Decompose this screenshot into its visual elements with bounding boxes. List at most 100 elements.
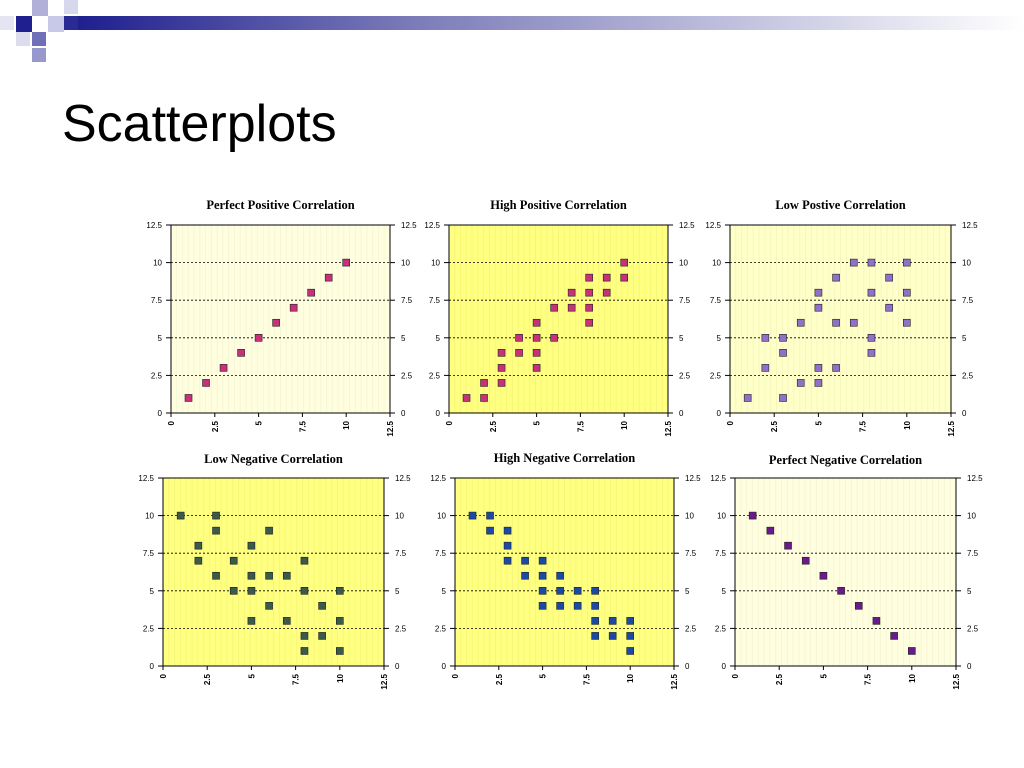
- data-point: [300, 632, 309, 640]
- y-tick-label-right: 10: [962, 259, 971, 268]
- plot-area: [162, 477, 385, 667]
- data-point: [796, 318, 805, 327]
- y-tick-label-right: 12.5: [685, 474, 701, 483]
- data-point: [885, 273, 893, 282]
- y-tick-label-right: 2.5: [685, 624, 697, 633]
- y-tick-label: 10: [712, 259, 721, 268]
- data-point: [480, 394, 488, 402]
- data-point: [247, 571, 256, 580]
- data-point: [289, 303, 298, 312]
- x-tick-label: 10: [336, 673, 345, 682]
- y-tick-label-right: 0: [962, 409, 967, 418]
- deco-square: [32, 32, 46, 46]
- data-point: [779, 394, 787, 402]
- data-point: [212, 526, 220, 535]
- data-point: [480, 379, 488, 387]
- data-point: [503, 526, 512, 535]
- data-point: [335, 617, 344, 625]
- deco-square: [64, 16, 78, 30]
- plot-area: [170, 224, 391, 414]
- header-gradient-bar: [78, 16, 1024, 30]
- data-point: [885, 303, 893, 312]
- data-point: [219, 364, 228, 372]
- y-tick-label-right: 12.5: [967, 474, 983, 483]
- y-tick-label: 2.5: [143, 624, 155, 633]
- y-tick-label-right: 2.5: [395, 624, 407, 633]
- deco-square: [32, 0, 48, 16]
- data-point: [849, 258, 858, 267]
- x-tick-label: 2.5: [489, 420, 498, 432]
- y-tick-label: 0: [442, 662, 447, 671]
- x-tick-label: 7.5: [582, 673, 591, 685]
- data-point: [608, 632, 617, 640]
- data-point: [194, 541, 203, 550]
- y-tick-label-right: 12.5: [401, 221, 417, 230]
- x-tick-label: 7.5: [298, 420, 307, 432]
- y-tick-label: 12.5: [138, 474, 154, 483]
- deco-square: [16, 16, 32, 32]
- y-tick-label-right: 10: [967, 512, 976, 521]
- plot-area: [734, 477, 957, 667]
- data-point: [503, 541, 512, 550]
- y-tick-label: 12.5: [710, 474, 726, 483]
- data-point: [272, 318, 280, 327]
- y-tick-label-right: 0: [685, 662, 690, 671]
- y-tick-label-right: 2.5: [401, 371, 413, 380]
- data-point: [247, 586, 256, 595]
- x-tick-label: 5: [819, 673, 828, 678]
- y-tick-label-right: 5: [967, 587, 972, 596]
- deco-square: [32, 48, 46, 62]
- data-point: [602, 273, 611, 282]
- data-point: [761, 364, 770, 372]
- data-point: [335, 586, 344, 595]
- x-tick-label: 10: [908, 673, 917, 682]
- data-point: [229, 586, 238, 595]
- y-tick-label-right: 0: [679, 409, 684, 418]
- data-point: [335, 647, 344, 655]
- data-point: [556, 602, 564, 610]
- data-point: [318, 632, 326, 640]
- data-point: [591, 617, 599, 625]
- data-point: [247, 541, 256, 550]
- y-tick-label: 10: [437, 512, 446, 521]
- x-tick-label: 10: [620, 420, 629, 429]
- slide-title: Scatterplots: [62, 95, 337, 153]
- y-tick-label-right: 7.5: [679, 296, 691, 305]
- data-point: [849, 318, 858, 327]
- data-point: [867, 288, 876, 297]
- data-point: [229, 556, 238, 565]
- data-point: [515, 349, 523, 357]
- data-point: [748, 511, 757, 520]
- data-point: [521, 556, 529, 565]
- data-point: [324, 273, 333, 282]
- x-tick-label: 10: [342, 420, 351, 429]
- data-point: [237, 349, 245, 357]
- y-tick-label: 0: [722, 662, 727, 671]
- x-tick-label: 0: [445, 420, 454, 425]
- data-point: [567, 288, 576, 297]
- y-tick-label: 5: [722, 587, 727, 596]
- y-tick-label-right: 10: [395, 512, 404, 521]
- data-point: [265, 602, 273, 610]
- x-tick-label: 5: [539, 673, 548, 678]
- data-point: [300, 647, 309, 655]
- data-point: [532, 364, 541, 372]
- y-tick-label: 2.5: [151, 371, 163, 380]
- data-point: [532, 318, 541, 327]
- data-point: [907, 647, 916, 655]
- data-point: [497, 349, 506, 357]
- x-tick-label: 5: [533, 420, 542, 425]
- data-point: [867, 333, 876, 342]
- deco-square: [64, 0, 78, 14]
- y-tick-label: 5: [436, 334, 441, 343]
- data-point: [832, 364, 840, 372]
- data-point: [902, 318, 911, 327]
- x-tick-label: 10: [903, 420, 912, 429]
- y-tick-label-right: 2.5: [679, 371, 691, 380]
